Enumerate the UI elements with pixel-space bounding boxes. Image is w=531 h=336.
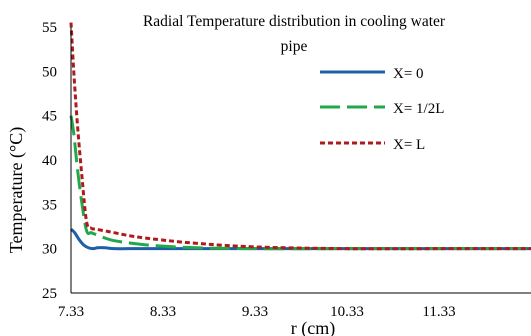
legend-label-x-half-l: X= 1/2L: [393, 101, 444, 117]
x-tick-label: 10.33: [330, 304, 364, 320]
chart-title-line2: pipe: [281, 38, 308, 55]
y-axis-title: Temperature (°C): [6, 127, 27, 253]
x-tick-label: 8.33: [150, 304, 176, 320]
y-tick-label: 55: [42, 20, 57, 36]
legend-label-x-l: X= L: [393, 137, 425, 153]
legend-label-x0: X= 0: [393, 66, 424, 82]
legend: X= 0 X= 1/2L X= L: [306, 57, 496, 162]
series-line-x-l: [69, 22, 531, 251]
y-tick-label: 35: [42, 197, 57, 213]
y-tick-label: 30: [42, 242, 57, 258]
x-tick-labels: 7.33 8.33 9.33 10.33 11.33: [58, 304, 456, 320]
x-tick-label: 7.33: [58, 304, 84, 320]
y-tick-label: 40: [42, 153, 57, 169]
y-tick-label: 50: [42, 64, 57, 80]
x-tick-label: 9.33: [242, 304, 268, 320]
plot-lines: [69, 22, 531, 251]
y-tick-label: 45: [42, 109, 57, 125]
x-tick-label: 11.33: [422, 304, 455, 320]
y-tick-label: 25: [42, 286, 57, 302]
y-tick-labels: 25 30 35 40 45 50 55: [42, 20, 57, 302]
chart-title-line1: Radial Temperature distribution in cooli…: [143, 13, 446, 30]
x-axis-title: r (cm): [291, 318, 335, 336]
